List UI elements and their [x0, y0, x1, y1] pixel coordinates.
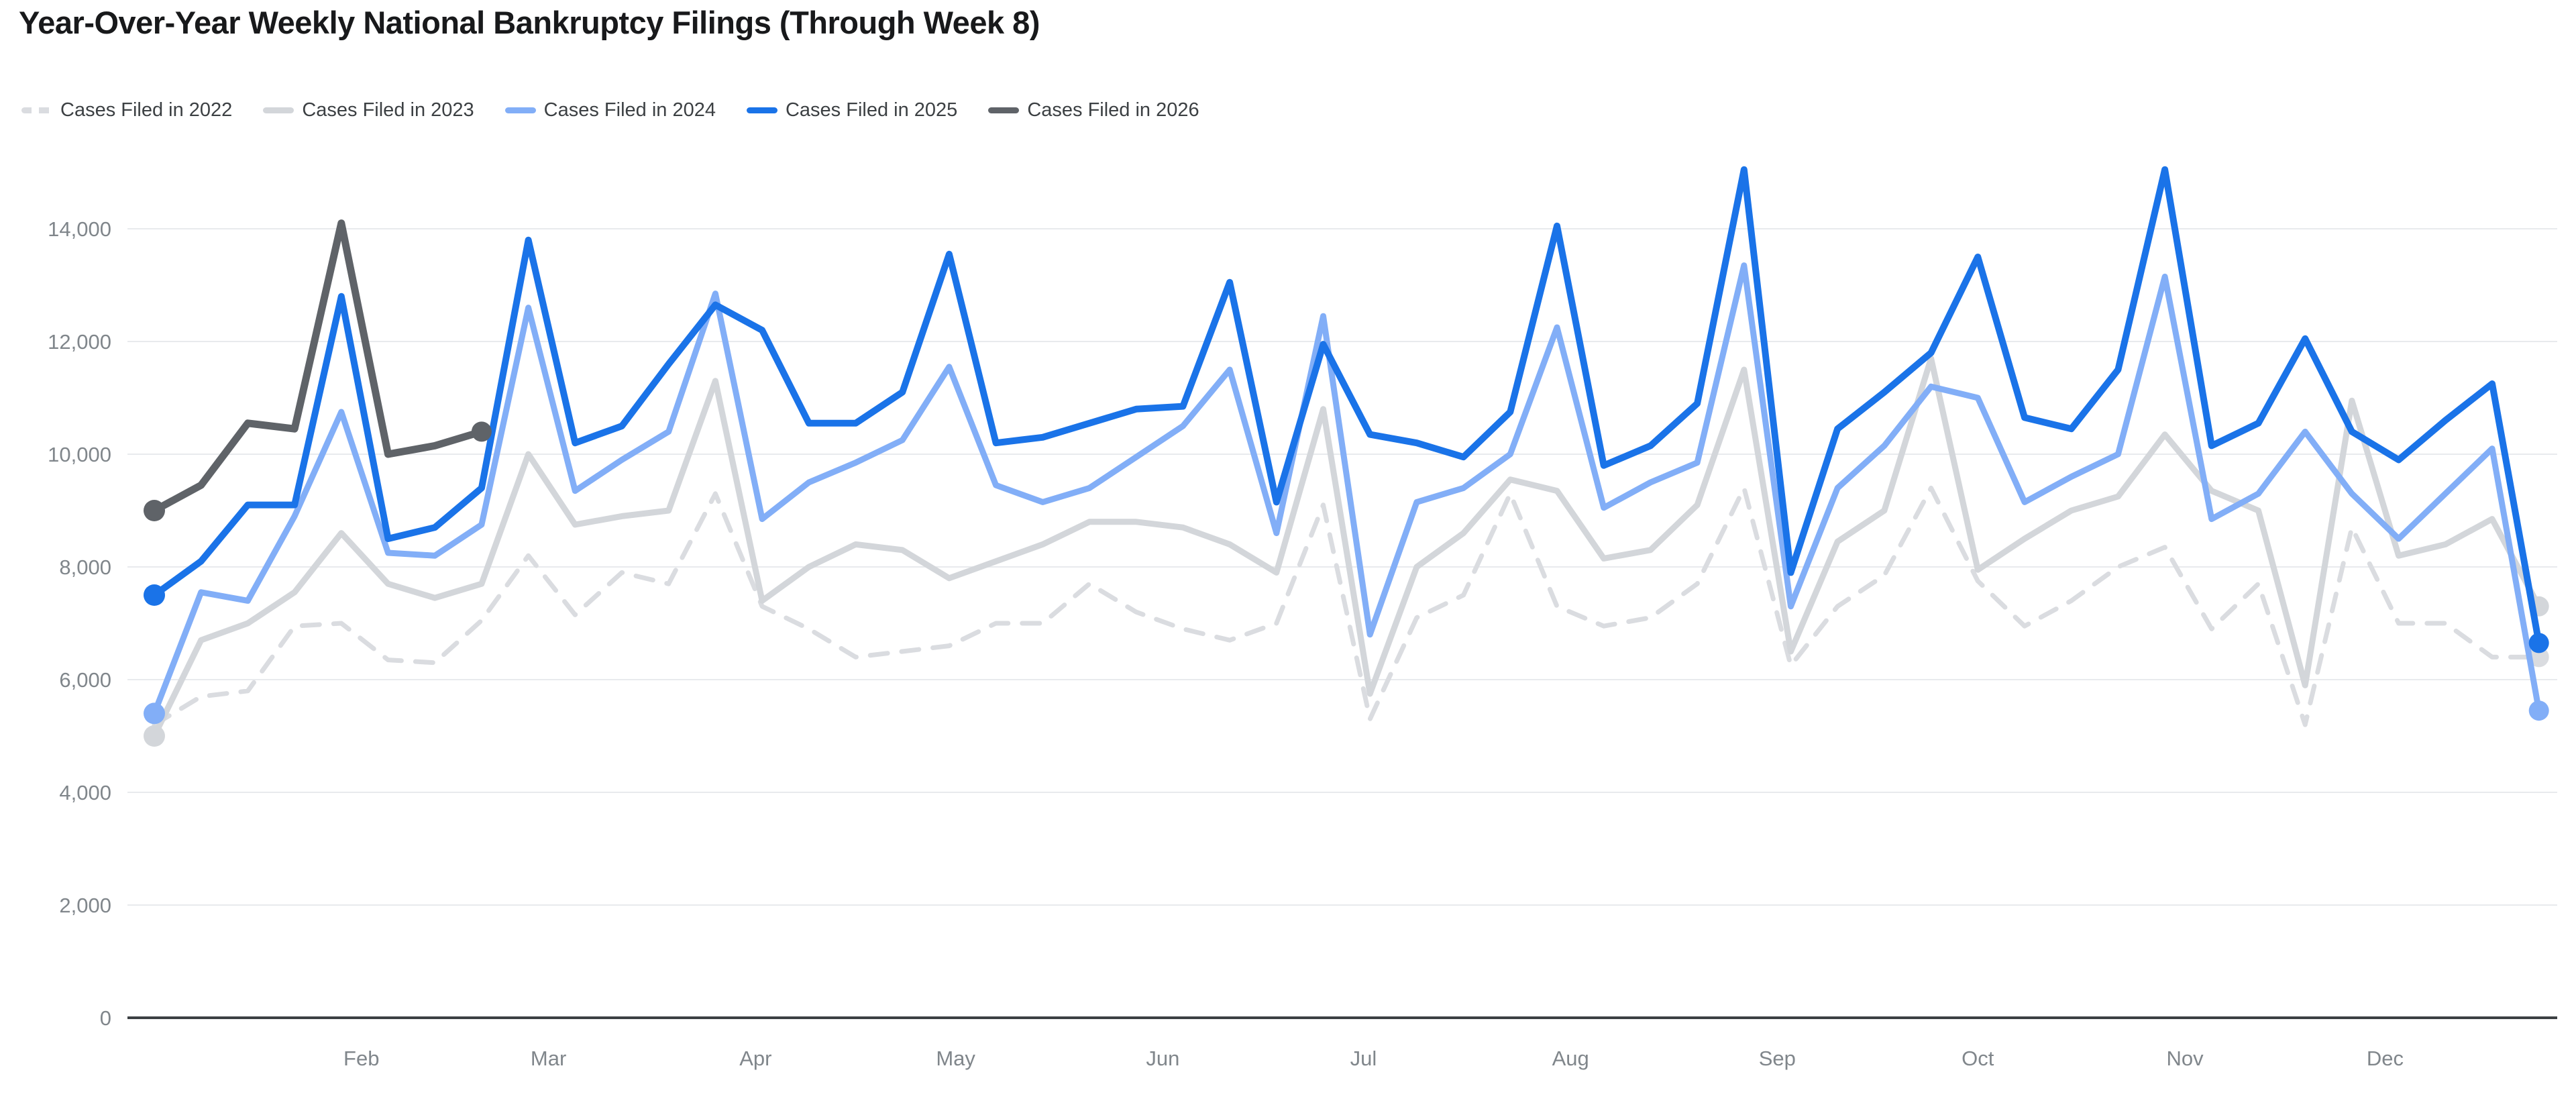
x-axis-month-label: Oct	[1962, 1047, 1994, 1070]
y-axis-tick-label: 12,000	[48, 330, 111, 354]
legend-label-2024: Cases Filed in 2024	[543, 99, 716, 121]
x-axis-month-label: Feb	[343, 1047, 379, 1070]
x-axis-month-label: Jun	[1146, 1047, 1179, 1070]
x-axis-month-label: Apr	[739, 1047, 771, 1070]
legend-swatch-2026	[988, 107, 1020, 113]
y-axis-tick-label: 8,000	[59, 556, 111, 579]
series-end-dot-2024	[2528, 700, 2549, 721]
y-axis-tick-label: 4,000	[59, 781, 111, 804]
legend-item-2025[interactable]: Cases Filed in 2025	[746, 99, 958, 121]
x-axis-month-label: Sep	[1759, 1047, 1796, 1070]
x-axis-month-label: May	[936, 1047, 975, 1070]
series-line-2022	[152, 485, 2542, 727]
series-end-dot-2026	[471, 421, 492, 442]
series-start-dot-2023	[144, 725, 165, 747]
legend-label-2026: Cases Filed in 2026	[1027, 99, 1199, 121]
legend-label-2025: Cases Filed in 2025	[785, 99, 958, 121]
series-start-dot-2026	[144, 500, 165, 521]
y-axis-tick-label: 2,000	[59, 894, 111, 917]
legend-item-2023[interactable]: Cases Filed in 2023	[263, 99, 474, 121]
legend-swatch-2024	[504, 107, 536, 113]
x-axis-month-label: Jul	[1350, 1047, 1377, 1070]
x-axis-month-label: Mar	[531, 1047, 566, 1070]
legend-swatch-2023	[263, 107, 294, 113]
legend-swatch-2025	[746, 107, 777, 113]
legend-label-2023: Cases Filed in 2023	[302, 99, 474, 121]
x-axis-month-label: Dec	[2367, 1047, 2404, 1070]
series-line-2024	[151, 262, 2542, 717]
legend-label-2022: Cases Filed in 2022	[60, 99, 233, 121]
y-axis-tick-label: 10,000	[48, 443, 111, 466]
chart-title: Year-Over-Year Weekly National Bankruptc…	[19, 5, 1040, 40]
y-axis-tick-label: 14,000	[48, 217, 111, 241]
y-axis-tick-label: 6,000	[59, 668, 111, 692]
legend-item-2026[interactable]: Cases Filed in 2026	[988, 99, 1199, 121]
legend-item-2022[interactable]: Cases Filed in 2022	[21, 99, 232, 121]
series-start-dot-2025	[144, 584, 165, 606]
series-start-dot-2024	[144, 702, 165, 725]
series-line-2023	[151, 355, 2542, 739]
legend-item-2024[interactable]: Cases Filed in 2024	[504, 99, 716, 121]
x-axis-month-label: Nov	[2167, 1047, 2204, 1070]
chart-legend: Cases Filed in 2022 Cases Filed in 2023 Ca…	[21, 99, 1199, 121]
series-line-2025	[151, 166, 2542, 647]
x-axis-month-label: Aug	[1552, 1047, 1589, 1070]
series-end-dot-2022	[2528, 647, 2549, 668]
series-end-dot-2025	[2528, 633, 2549, 653]
y-axis-tick-label: 0	[100, 1006, 111, 1030]
series-line-2026	[150, 219, 486, 515]
